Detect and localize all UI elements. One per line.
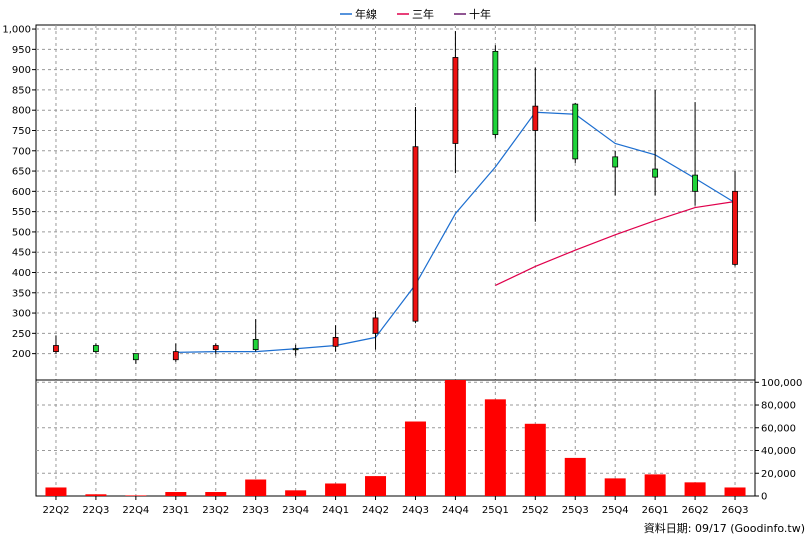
- x-tick-label: 22Q3: [82, 505, 109, 516]
- candle-body: [93, 345, 99, 352]
- x-tick-label: 23Q4: [282, 505, 309, 516]
- x-tick-label: 24Q3: [402, 505, 429, 516]
- x-tick-label: 26Q1: [642, 505, 669, 516]
- legend-entry: 十年: [454, 7, 491, 21]
- price-tick-label: 400: [12, 268, 31, 279]
- candle-body: [652, 168, 659, 178]
- volume-bar: [724, 487, 746, 496]
- x-tick-label: 25Q3: [562, 505, 589, 516]
- legend-entry: 三年: [397, 7, 434, 21]
- data-date-footer: 資料日期: 09/17 (Goodinfo.tw): [644, 521, 805, 535]
- volume-bar: [245, 479, 267, 496]
- price-tick-label: 700: [12, 146, 31, 157]
- x-tick-label: 24Q2: [362, 505, 389, 516]
- price-tick-label: 750: [12, 126, 31, 137]
- price-tick-label: 350: [12, 288, 31, 299]
- candle-body: [732, 190, 738, 265]
- volume-bar: [205, 492, 227, 496]
- ma-line-0: [175, 111, 736, 354]
- x-tick-label: 23Q2: [202, 505, 229, 516]
- price-tick-label: 1,000: [2, 25, 31, 36]
- candle-body: [692, 174, 698, 192]
- price-tick-label: 300: [12, 309, 31, 320]
- price-plot-frame: [35, 24, 756, 381]
- price-tick-label: 950: [12, 45, 31, 56]
- price-tick-label: 450: [12, 248, 31, 259]
- x-axis: 22Q2 22Q3 22Q4 23Q1 23Q2 23Q3 23Q4 24Q1 24Q2 24Q3…: [42, 496, 749, 516]
- volume-bar: [45, 487, 67, 496]
- price-tick-label: 250: [12, 329, 31, 340]
- x-tick-label: 22Q2: [42, 505, 69, 516]
- volume-bar: [85, 494, 107, 496]
- price-tick-label: 650: [12, 167, 31, 178]
- volume-bar: [644, 474, 666, 496]
- price-tick-label: 600: [12, 187, 31, 198]
- candle-body: [252, 339, 259, 350]
- price-tick-label: 900: [12, 65, 31, 76]
- price-panel: 200 250 300 350 400 450 500 550 600 650 700 750 800 8…: [2, 24, 756, 381]
- volume-bar: [365, 476, 387, 496]
- ma-line-1: [495, 200, 736, 287]
- candle-body: [292, 348, 299, 351]
- volume-bar: [564, 457, 586, 496]
- candle-body: [132, 353, 139, 361]
- volume-bar: [325, 483, 347, 496]
- x-tick-label: 26Q3: [722, 505, 749, 516]
- x-tick-label: 25Q4: [602, 505, 629, 516]
- legend-label: 三年: [412, 7, 434, 21]
- candle-body: [332, 336, 339, 347]
- legend-label: 十年: [469, 7, 491, 21]
- price-tick-label: 500: [12, 227, 31, 238]
- price-tick-label: 550: [12, 207, 31, 218]
- x-tick-label: 26Q2: [682, 505, 709, 516]
- volume-panel: 0 20,000 40,000 60,000 80,000 100,000: [35, 378, 802, 503]
- candle-body: [612, 156, 619, 168]
- volume-tick-label: 0: [761, 492, 767, 503]
- x-tick-label: 24Q1: [322, 505, 349, 516]
- volume-plot-frame: [35, 379, 756, 497]
- legend-entry: 年線: [340, 7, 377, 21]
- candle-body: [572, 103, 579, 160]
- x-tick-label: 23Q1: [162, 505, 189, 516]
- x-tick-label: 22Q4: [122, 505, 149, 516]
- volume-bar: [125, 495, 147, 496]
- volume-tick-label: 60,000: [761, 423, 796, 434]
- volume-tick-label: 80,000: [761, 401, 796, 412]
- volume-bar: [404, 421, 426, 496]
- legend-label: 年線: [355, 7, 377, 21]
- volume-bar: [524, 423, 546, 496]
- candle-body: [372, 317, 379, 334]
- candle-body: [412, 146, 419, 322]
- chart-legend: 年線 三年 十年: [340, 7, 491, 21]
- price-tick-label: 800: [12, 106, 31, 117]
- x-tick-label: 23Q3: [242, 505, 269, 516]
- candle-body: [452, 57, 459, 144]
- candle-body: [212, 345, 219, 350]
- volume-tick-label: 20,000: [761, 469, 796, 480]
- volume-tick-label: 100,000: [761, 378, 802, 389]
- price-tick-label: 200: [12, 349, 31, 360]
- volume-bar: [484, 399, 506, 496]
- x-tick-label: 25Q2: [522, 505, 549, 516]
- volume-bar: [165, 492, 187, 496]
- candle-body: [172, 351, 179, 361]
- candle-body: [492, 50, 499, 135]
- x-tick-label: 24Q4: [442, 505, 469, 516]
- candle-body: [532, 105, 539, 131]
- volume-tick-label: 40,000: [761, 446, 796, 457]
- price-tick-label: 850: [12, 85, 31, 96]
- volume-bar: [684, 482, 706, 496]
- volume-bar: [444, 380, 466, 496]
- x-tick-label: 25Q1: [482, 505, 509, 516]
- volume-bar: [285, 490, 307, 496]
- candle-body: [53, 345, 59, 352]
- volume-bar: [604, 478, 626, 496]
